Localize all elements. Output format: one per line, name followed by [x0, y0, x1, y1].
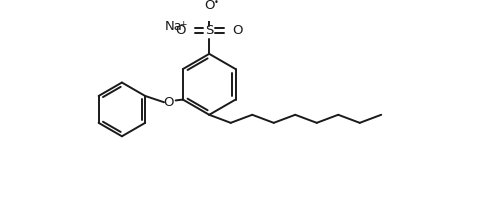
- Text: •: •: [214, 0, 218, 7]
- Text: +: +: [179, 20, 186, 29]
- Text: S: S: [205, 24, 214, 37]
- Text: O: O: [204, 0, 215, 12]
- Text: O: O: [175, 24, 186, 37]
- Text: Na: Na: [164, 20, 182, 33]
- Text: O: O: [163, 96, 174, 109]
- Text: O: O: [233, 24, 243, 37]
